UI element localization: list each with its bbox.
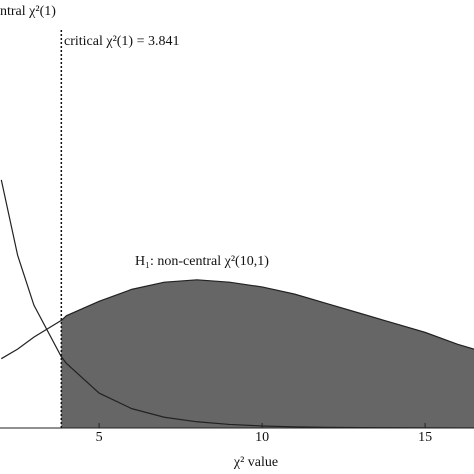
curve: [1, 279, 474, 360]
x-tick-label: 10: [255, 430, 269, 445]
x-tick-label: 15: [418, 430, 432, 445]
h1-label: H₁: non-central χ²(10,1): [135, 254, 269, 269]
shaded-area: [61, 279, 474, 428]
x-axis-label: χ² value: [233, 455, 278, 470]
curve: [0, 179, 474, 429]
x-tick-label: 5: [96, 430, 103, 445]
critical-label: critical χ²(1) = 3.841: [64, 34, 180, 49]
h0-label: ntral χ²(1): [0, 4, 56, 19]
